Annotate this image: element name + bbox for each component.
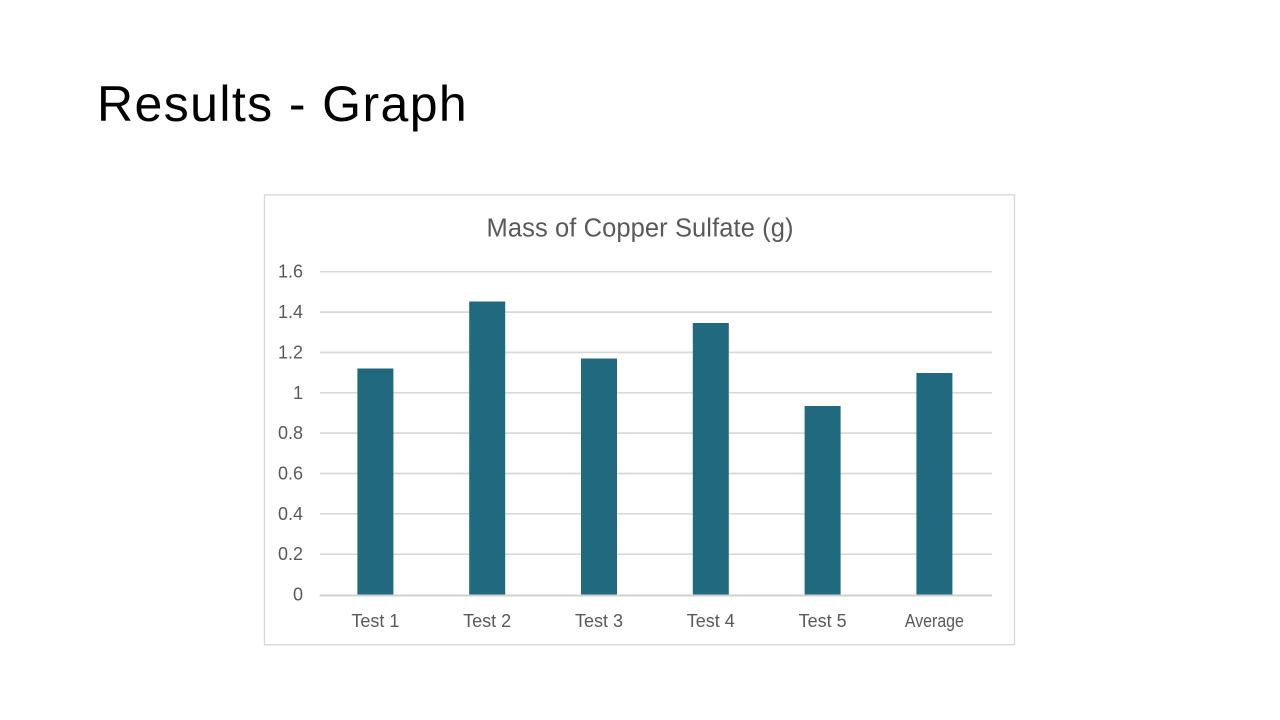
svg-text:0.2: 0.2 (278, 544, 303, 564)
svg-text:0.4: 0.4 (278, 504, 303, 524)
svg-text:Test 2: Test 2 (463, 611, 511, 631)
svg-text:1.4: 1.4 (278, 302, 303, 322)
svg-text:Test 3: Test 3 (575, 611, 623, 631)
svg-text:0: 0 (293, 585, 303, 605)
svg-text:Test 5: Test 5 (799, 611, 847, 631)
svg-text:0.8: 0.8 (278, 423, 303, 443)
svg-text:Average: Average (905, 611, 964, 631)
svg-text:0.6: 0.6 (278, 464, 303, 484)
svg-text:1: 1 (293, 383, 303, 403)
svg-text:Mass of Copper Sulfate (g): Mass of Copper Sulfate (g) (487, 214, 794, 242)
svg-text:1.6: 1.6 (278, 262, 303, 282)
svg-text:1.2: 1.2 (278, 342, 303, 362)
svg-text:Test 4: Test 4 (687, 611, 735, 631)
svg-text:Test 1: Test 1 (351, 611, 399, 631)
